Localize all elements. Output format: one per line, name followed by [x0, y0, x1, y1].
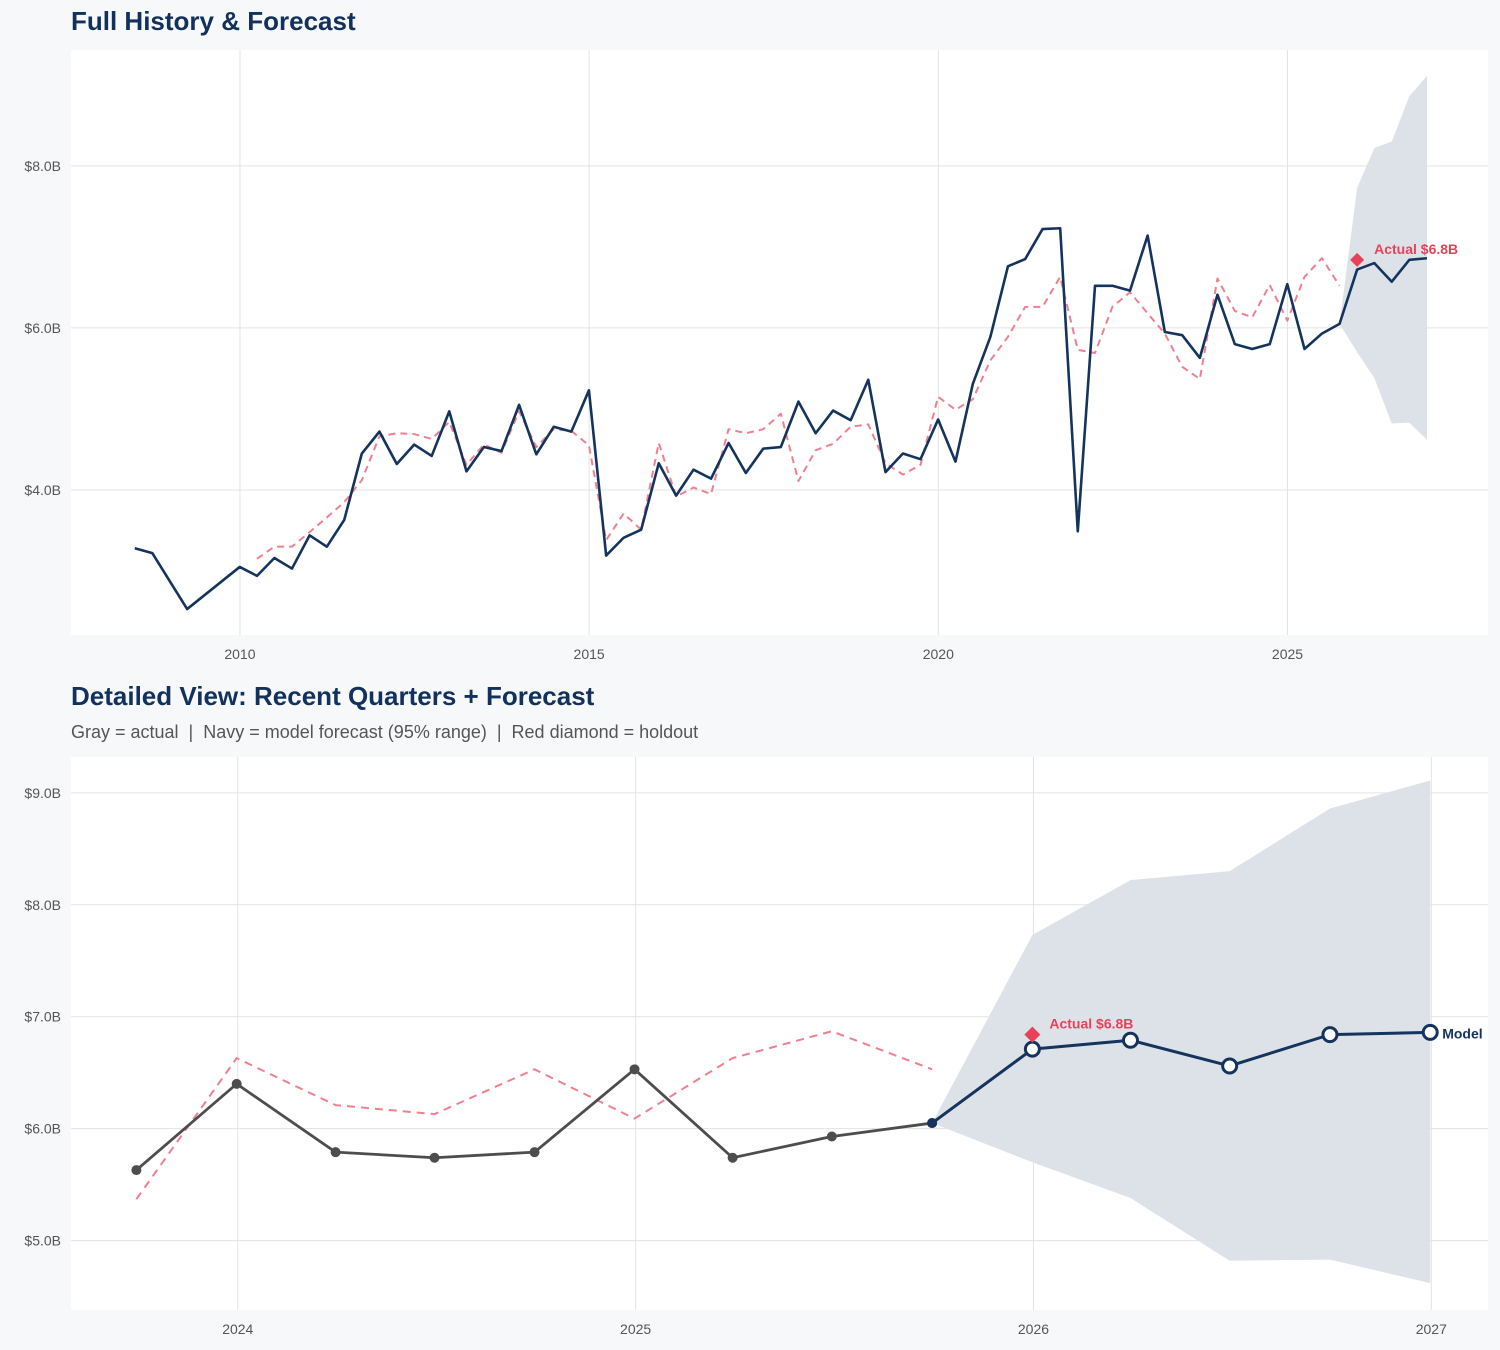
actual-point — [131, 1165, 142, 1176]
forecast-point — [1121, 1031, 1139, 1049]
forecast-line — [931, 1030, 1431, 1125]
red-dashed-series-line — [256, 257, 1341, 560]
y-tick-label: $7.0B — [24, 1009, 61, 1025]
x-tick-label: 2020 — [923, 646, 954, 662]
holdout-label: Actual $6.8B — [1374, 241, 1458, 257]
y-tick-label: $8.0B — [24, 897, 61, 913]
actual-point — [727, 1152, 738, 1163]
actual-point — [330, 1147, 341, 1158]
holdout-diamond — [1024, 1026, 1041, 1043]
forecast-point — [1321, 1026, 1339, 1044]
actual-point — [429, 1152, 440, 1163]
red-dashed-series-line — [135, 1030, 933, 1200]
x-tick-label: 2024 — [222, 1321, 253, 1337]
x-tick-label: 2025 — [1272, 646, 1303, 662]
top-chart-title: Full History & Forecast — [71, 6, 356, 36]
holdout-diamond — [1350, 252, 1365, 267]
actual-point — [826, 1131, 837, 1142]
holdout-label: Actual $6.8B — [1049, 1016, 1133, 1032]
navy-series-line — [134, 226, 1428, 611]
y-tick-label: $8.0B — [24, 158, 61, 174]
forecast-point — [1421, 1023, 1439, 1041]
y-tick-label: $6.0B — [24, 320, 61, 336]
forecast-95-band — [932, 780, 1431, 1284]
full-history-chart: $4.0B $6.0B $8.0B 2010 2015 2020 2025 Actual $6… — [24, 50, 1488, 662]
x-tick-label: 2025 — [620, 1321, 651, 1337]
actual-point — [629, 1064, 640, 1075]
y-tick-label: $5.0B — [24, 1233, 61, 1249]
forecast-point — [1023, 1040, 1041, 1058]
y-tick-label: $9.0B — [24, 785, 61, 801]
bottom-chart-title: Detailed View: Recent Quarters + Forecas… — [71, 681, 595, 711]
bottom-chart-subtitle: Gray = actual | Navy = model forecast (9… — [71, 722, 699, 742]
model-series-label: Model — [1442, 1025, 1482, 1041]
actual-point — [529, 1147, 540, 1158]
forecast-point — [1221, 1057, 1239, 1075]
y-tick-label: $4.0B — [24, 482, 61, 498]
x-tick-label: 2015 — [574, 646, 605, 662]
forecast-origin-point — [927, 1118, 938, 1129]
x-tick-label: 2027 — [1416, 1321, 1447, 1337]
x-tick-label: 2010 — [224, 646, 255, 662]
forecast-95-band — [1339, 75, 1427, 440]
actual-point — [231, 1078, 242, 1089]
x-tick-label: 2026 — [1018, 1321, 1049, 1337]
y-tick-label: $6.0B — [24, 1121, 61, 1137]
